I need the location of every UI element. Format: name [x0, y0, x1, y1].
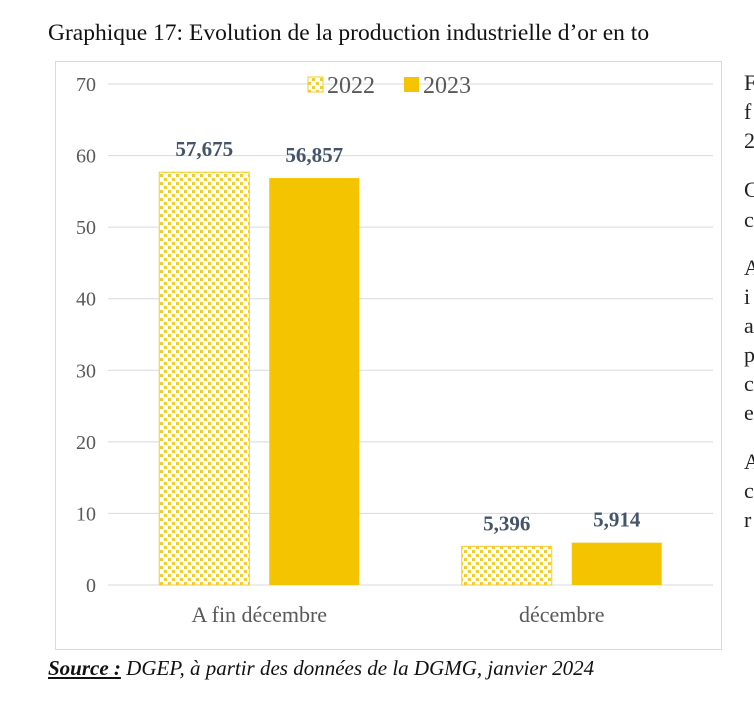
side-text-fragment: c — [744, 478, 754, 503]
side-text-fragment: r — [744, 507, 752, 532]
side-text-fragment: C — [744, 177, 754, 202]
side-text-fragment: c — [744, 371, 754, 396]
y-tick-label: 40 — [76, 289, 96, 311]
side-text-fragment: F — [744, 70, 754, 95]
source-label: Source : — [48, 656, 121, 680]
side-text-fragment: e — [744, 400, 754, 425]
y-tick-label: 70 — [76, 74, 96, 96]
side-text-fragment: i — [744, 284, 751, 309]
chart-frame: 0 10 20 30 40 50 60 70 57,675 56,857 A fin décemb… — [55, 61, 722, 650]
y-tick-label: 30 — [76, 360, 96, 382]
data-label: 57,675 — [175, 137, 233, 161]
data-label: 5,396 — [483, 511, 530, 535]
side-text-fragment: A — [744, 255, 754, 280]
bar-2023 — [571, 542, 662, 585]
side-text-fragment: a — [744, 313, 754, 338]
legend-label: 2022 — [327, 73, 375, 99]
side-text-fragment: f — [744, 99, 752, 124]
side-text-fragment: A — [744, 449, 754, 474]
source-text: DGEP, à partir des données de la DGMG, j… — [120, 656, 595, 680]
y-tick-label: 50 — [76, 217, 96, 239]
y-tick-label: 20 — [76, 432, 96, 454]
y-tick-label: 60 — [76, 146, 96, 168]
side-text-fragment: c — [744, 207, 754, 232]
x-tick-label: A fin décembre — [191, 602, 327, 627]
y-tick-label: 0 — [86, 575, 96, 597]
figure-heading: Graphique 17: Evolution de la production… — [48, 20, 650, 46]
legend-swatch-2023 — [404, 77, 419, 92]
data-label: 56,857 — [285, 143, 343, 167]
bar-2022 — [461, 545, 553, 586]
bar-2023 — [269, 178, 360, 585]
legend-swatch-2022 — [307, 76, 324, 93]
side-text-fragment: 2 — [744, 128, 754, 153]
source-note: Source : DGEP, à partir des données de l… — [48, 656, 594, 681]
side-text-fragment: p — [744, 342, 754, 367]
x-tick-label: décembre — [519, 602, 605, 627]
bar-2022 — [158, 171, 250, 586]
bar-chart: 0 10 20 30 40 50 60 70 57,675 56,857 A fin décemb… — [76, 73, 713, 627]
legend-label: 2023 — [423, 73, 471, 99]
data-label: 5,914 — [593, 508, 641, 532]
y-tick-label: 10 — [76, 503, 96, 525]
